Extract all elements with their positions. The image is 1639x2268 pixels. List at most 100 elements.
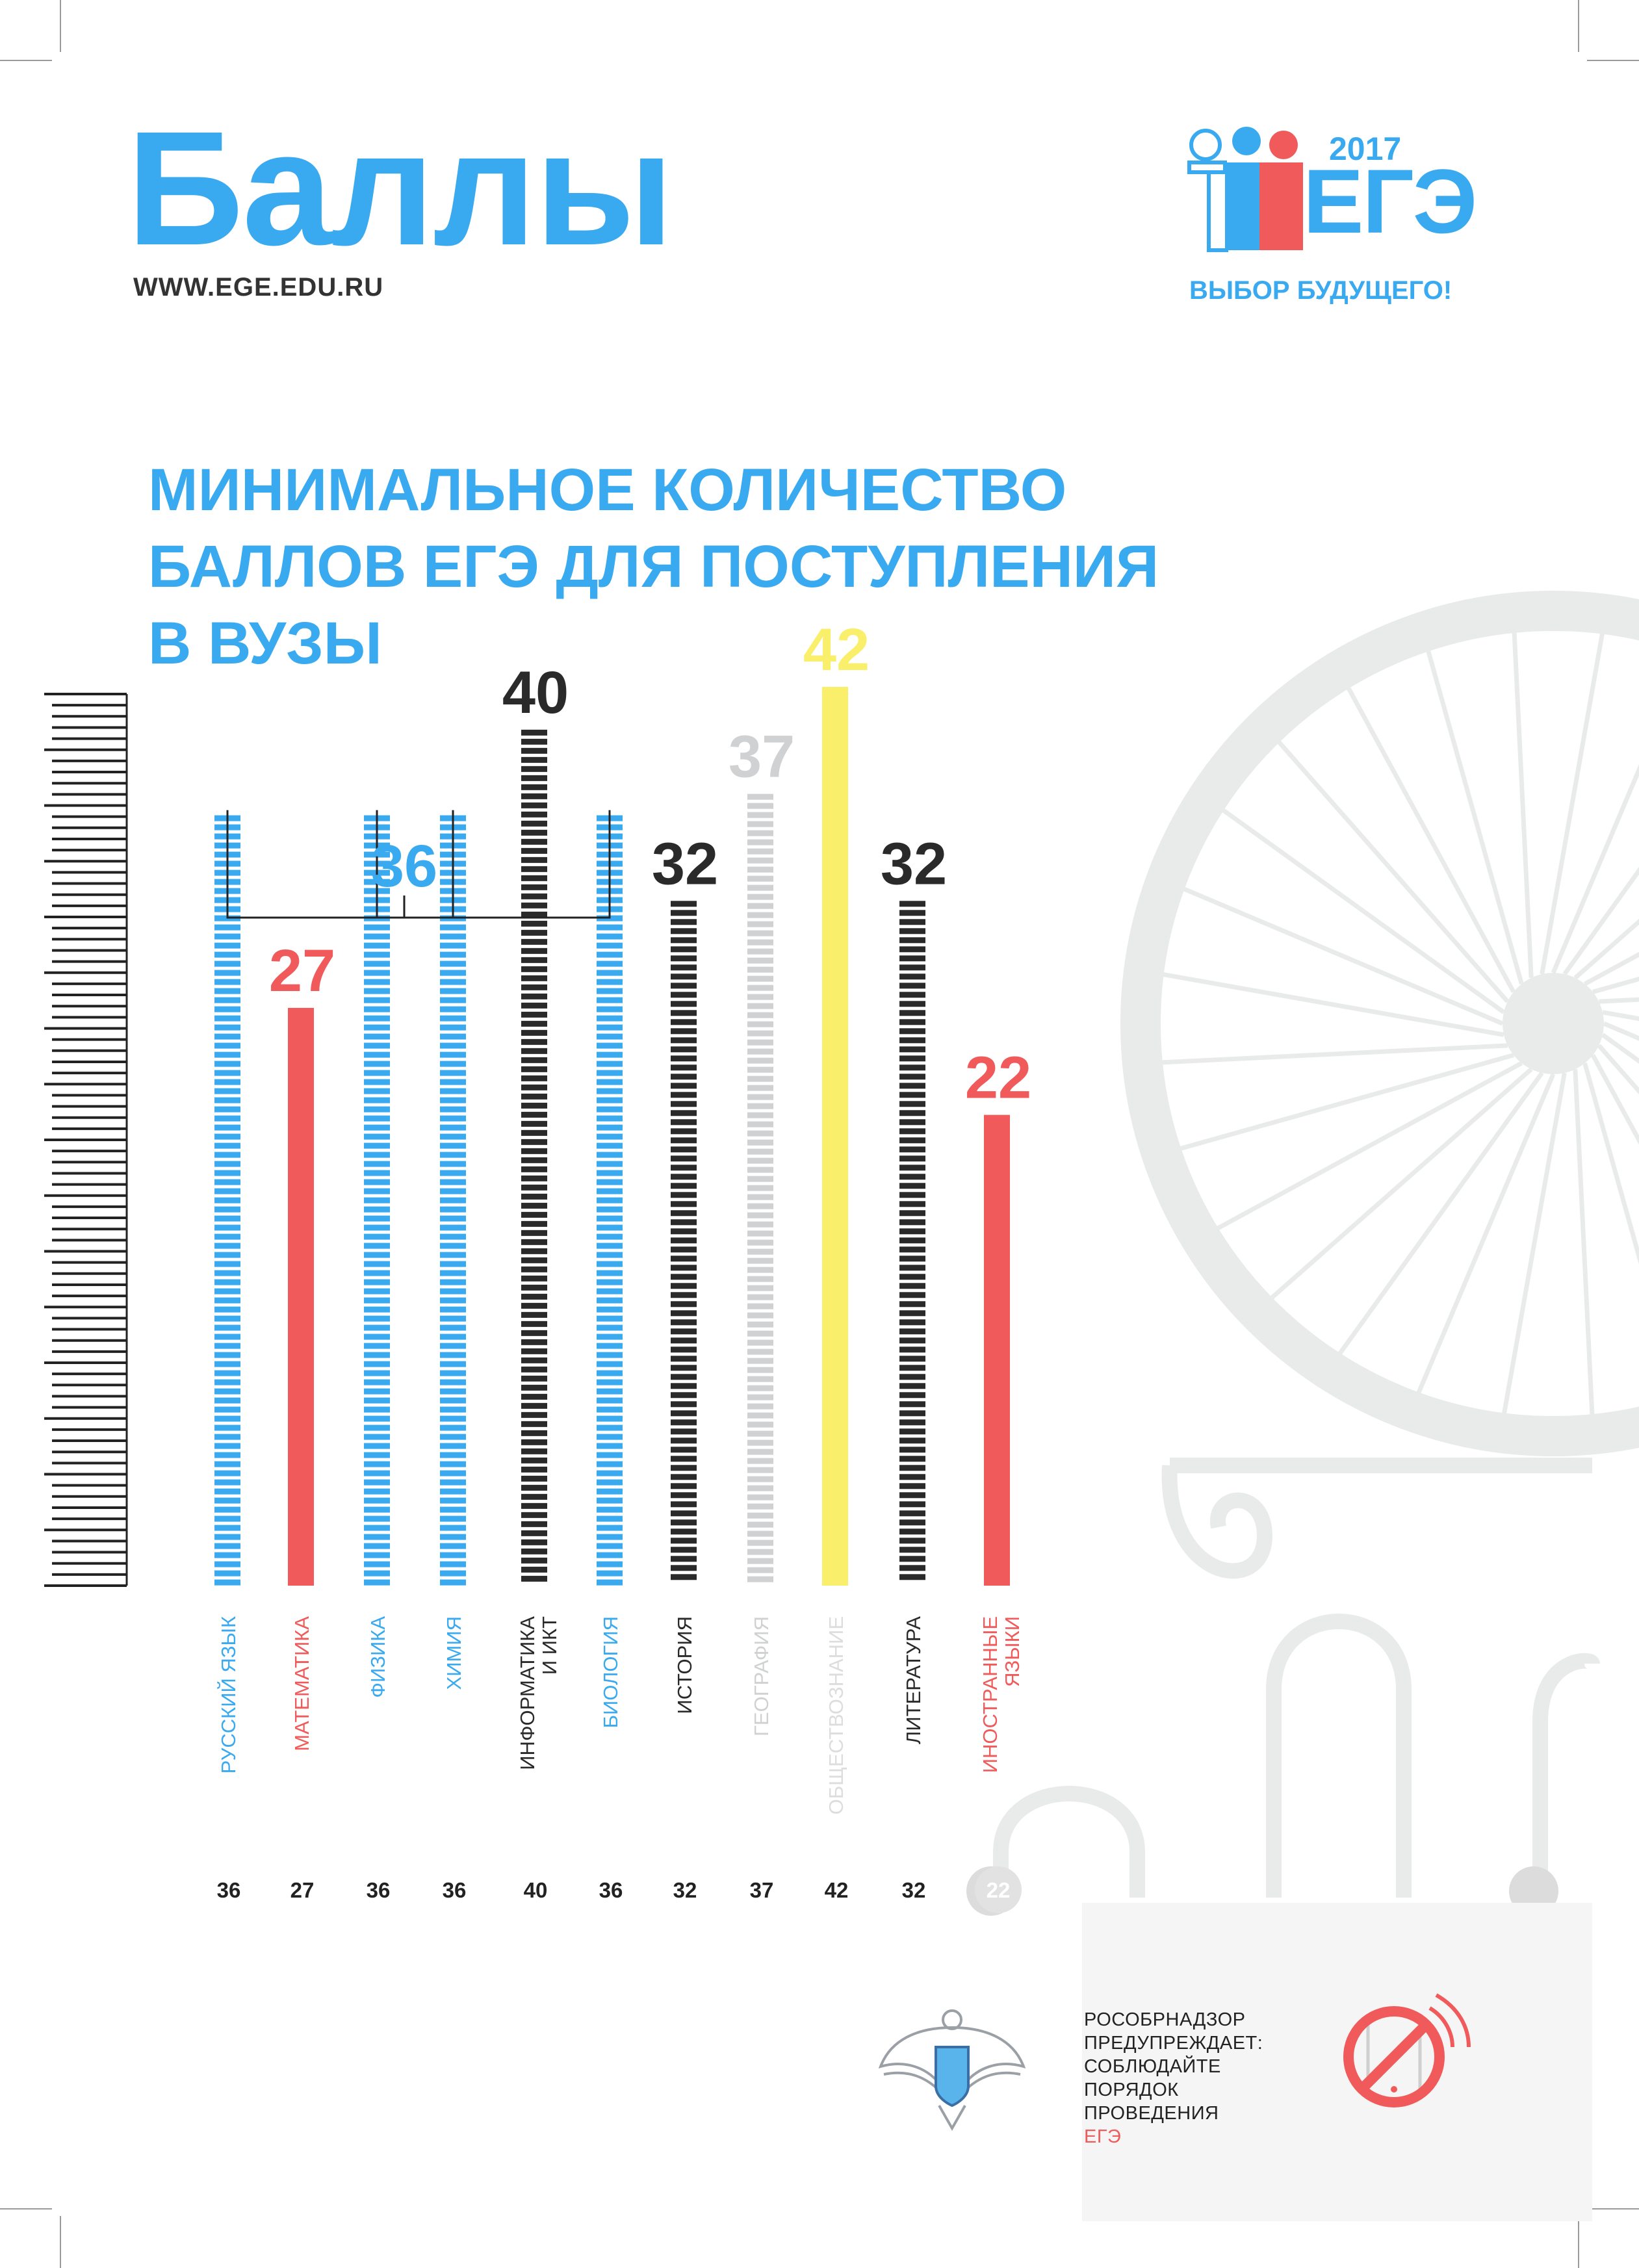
bar-segment bbox=[364, 1361, 390, 1367]
wheel-spoke bbox=[1540, 630, 1605, 975]
bar-segment bbox=[899, 1401, 925, 1408]
bar-segment bbox=[364, 1579, 390, 1586]
bar-segment bbox=[214, 1306, 240, 1313]
bar-segment bbox=[440, 979, 466, 985]
bar-segment bbox=[597, 960, 623, 967]
bar-segment bbox=[597, 1006, 623, 1012]
bar-segment bbox=[521, 1111, 547, 1118]
bar-segment bbox=[214, 1352, 240, 1358]
bar-segment bbox=[214, 1561, 240, 1567]
bar-segment bbox=[899, 901, 925, 907]
bar-segment bbox=[747, 1312, 773, 1319]
bar-segment bbox=[521, 1357, 547, 1363]
bar-segment bbox=[521, 1029, 547, 1036]
bar-segment bbox=[521, 1084, 547, 1090]
bar-segment bbox=[671, 1501, 697, 1508]
bar-segment bbox=[521, 1348, 547, 1354]
bar-segment bbox=[214, 1525, 240, 1531]
bar-segment bbox=[597, 1506, 623, 1513]
wheel-spoke bbox=[1551, 764, 1639, 974]
bar-segment bbox=[747, 1567, 773, 1573]
bar-segment bbox=[440, 1024, 466, 1031]
bar-segment bbox=[521, 1384, 547, 1391]
bar-segment bbox=[521, 1038, 547, 1045]
bar-segment bbox=[521, 1466, 547, 1473]
bar-segment bbox=[597, 1033, 623, 1040]
bar-segment bbox=[364, 1106, 390, 1113]
bar-segment bbox=[440, 1352, 466, 1358]
bar-segment bbox=[747, 1112, 773, 1118]
site-url-link[interactable]: WWW.EGE.EDU.RU bbox=[133, 273, 384, 302]
bar-segment bbox=[214, 1206, 240, 1213]
bar-segment bbox=[747, 1085, 773, 1091]
bar-segment bbox=[671, 1519, 697, 1526]
bar-segment bbox=[440, 1388, 466, 1395]
category-label: БИОЛОГИЯ bbox=[599, 1616, 622, 1728]
bar-segment bbox=[364, 1179, 390, 1185]
bar-segment bbox=[214, 1215, 240, 1222]
bar-segment bbox=[747, 1294, 773, 1300]
bar-segment bbox=[214, 1070, 240, 1076]
bar-segment bbox=[597, 1106, 623, 1113]
heading-line: БАЛЛОВ ЕГЭ ДЛЯ ПОСТУПЛЕНИЯ bbox=[148, 534, 1159, 600]
wheel-spoke bbox=[1345, 684, 1516, 994]
bar-segment bbox=[671, 983, 697, 989]
bar-segment bbox=[671, 1510, 697, 1517]
logo-slogan: ВЫБОР БУДУЩЕГО! bbox=[1189, 276, 1452, 305]
bar-segment bbox=[521, 1230, 547, 1236]
bar-segment bbox=[899, 1137, 925, 1144]
bar-segment bbox=[214, 970, 240, 976]
bar-segment bbox=[747, 1148, 773, 1155]
bar-segment bbox=[214, 1479, 240, 1486]
bar-segment bbox=[214, 1133, 240, 1140]
bar-segment bbox=[214, 1179, 240, 1185]
bar-segment bbox=[597, 1352, 623, 1358]
bar-segment bbox=[597, 1206, 623, 1213]
bar-segment bbox=[747, 1030, 773, 1037]
wheel-spoke bbox=[1582, 1063, 1639, 1265]
bar-segment bbox=[597, 1215, 623, 1222]
bar-segment bbox=[214, 1470, 240, 1476]
bar-segment bbox=[214, 1279, 240, 1285]
bar-segment bbox=[747, 1439, 773, 1446]
bar-segment bbox=[521, 920, 547, 927]
crop-mark bbox=[60, 2216, 61, 2268]
bar-segment bbox=[899, 1319, 925, 1326]
bar-segment bbox=[214, 1161, 240, 1167]
bar-segment bbox=[214, 1115, 240, 1122]
bar-segment bbox=[440, 1188, 466, 1194]
bar-segment bbox=[440, 1079, 466, 1085]
bar-segment bbox=[597, 1579, 623, 1586]
bar-segment bbox=[747, 1358, 773, 1364]
bar-segment bbox=[899, 1437, 925, 1444]
wheel-spoke bbox=[1158, 1043, 1508, 1065]
bar-segment bbox=[440, 1142, 466, 1149]
crop-mark bbox=[0, 2208, 52, 2210]
bar-segment bbox=[364, 988, 390, 994]
bar-segment bbox=[521, 1566, 547, 1573]
bar-segment bbox=[597, 1224, 623, 1231]
bar-segment bbox=[747, 793, 773, 800]
bar-segment bbox=[521, 902, 547, 908]
bar-segment bbox=[521, 1493, 547, 1500]
bar-segment bbox=[521, 1266, 547, 1272]
bar-segment bbox=[747, 1549, 773, 1555]
bar-segment bbox=[597, 1306, 623, 1313]
bar-segment bbox=[521, 1302, 547, 1309]
page-title: Баллы bbox=[127, 97, 674, 279]
bar-segment bbox=[521, 1048, 547, 1054]
bar-segment bbox=[671, 1574, 697, 1580]
bar-segment bbox=[671, 1447, 697, 1453]
bar-segment bbox=[521, 1057, 547, 1063]
bar-segment bbox=[440, 1097, 466, 1103]
bar-segment bbox=[521, 1366, 547, 1372]
bar-segment bbox=[364, 1261, 390, 1267]
bar-segment bbox=[597, 1170, 623, 1176]
bar-segment bbox=[440, 1051, 466, 1058]
bar-segment bbox=[440, 1261, 466, 1267]
bar-segment bbox=[899, 1201, 925, 1207]
wheel-spoke bbox=[1176, 1053, 1514, 1152]
bar-segment bbox=[364, 1297, 390, 1304]
bar-segment bbox=[214, 924, 240, 931]
bar-segment bbox=[440, 1506, 466, 1513]
